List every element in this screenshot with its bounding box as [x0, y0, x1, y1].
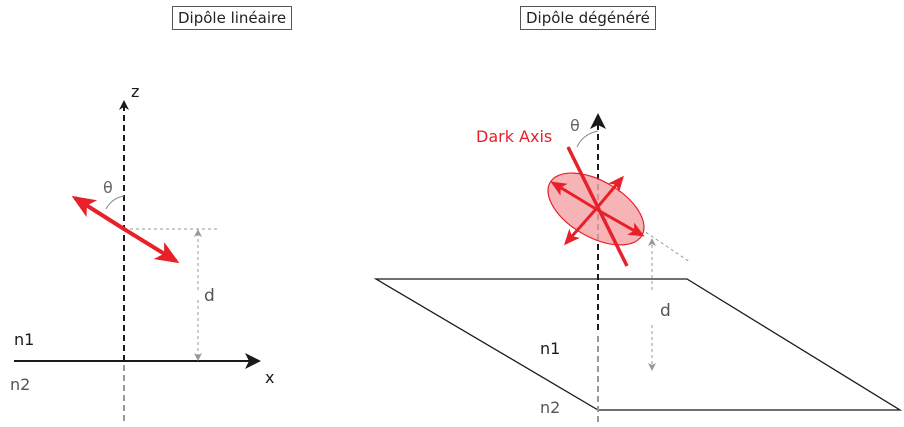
degenerate-dipole-arrow-c	[594, 175, 624, 210]
linear-dipole	[122, 227, 180, 264]
distance-label-right: d	[660, 301, 671, 321]
dipole-guide-right	[640, 228, 691, 263]
medium-n1-label-right: n1	[540, 339, 560, 358]
linear-dipole-back	[71, 195, 126, 231]
z-axis-label: z	[131, 82, 139, 101]
interface-plane	[373, 278, 903, 411]
medium-n2-label: n2	[10, 375, 30, 394]
dark-axis-label: Dark Axis	[476, 127, 552, 146]
theta-label-right: θ	[570, 116, 580, 135]
medium-n2-label-right: n2	[540, 398, 560, 417]
right-panel: Dark Axis θ d n1 n2	[373, 113, 903, 425]
theta-arc-right	[576, 130, 599, 148]
medium-n1-label: n1	[14, 330, 34, 349]
left-panel-title: Dipôle linéaire	[172, 6, 293, 30]
left-panel: z x θ d n1 n2	[10, 82, 274, 424]
right-panel-title: Dipôle dégénéré	[520, 6, 656, 30]
x-axis-label: x	[265, 368, 274, 387]
degenerate-dipole-arrow-b	[550, 181, 597, 211]
theta-arc	[105, 195, 125, 210]
degenerate-dipole-arrow-a	[595, 207, 645, 237]
degenerate-dipole-arrow-d	[564, 208, 598, 246]
theta-label: θ	[103, 178, 113, 197]
distance-label: d	[204, 286, 215, 306]
